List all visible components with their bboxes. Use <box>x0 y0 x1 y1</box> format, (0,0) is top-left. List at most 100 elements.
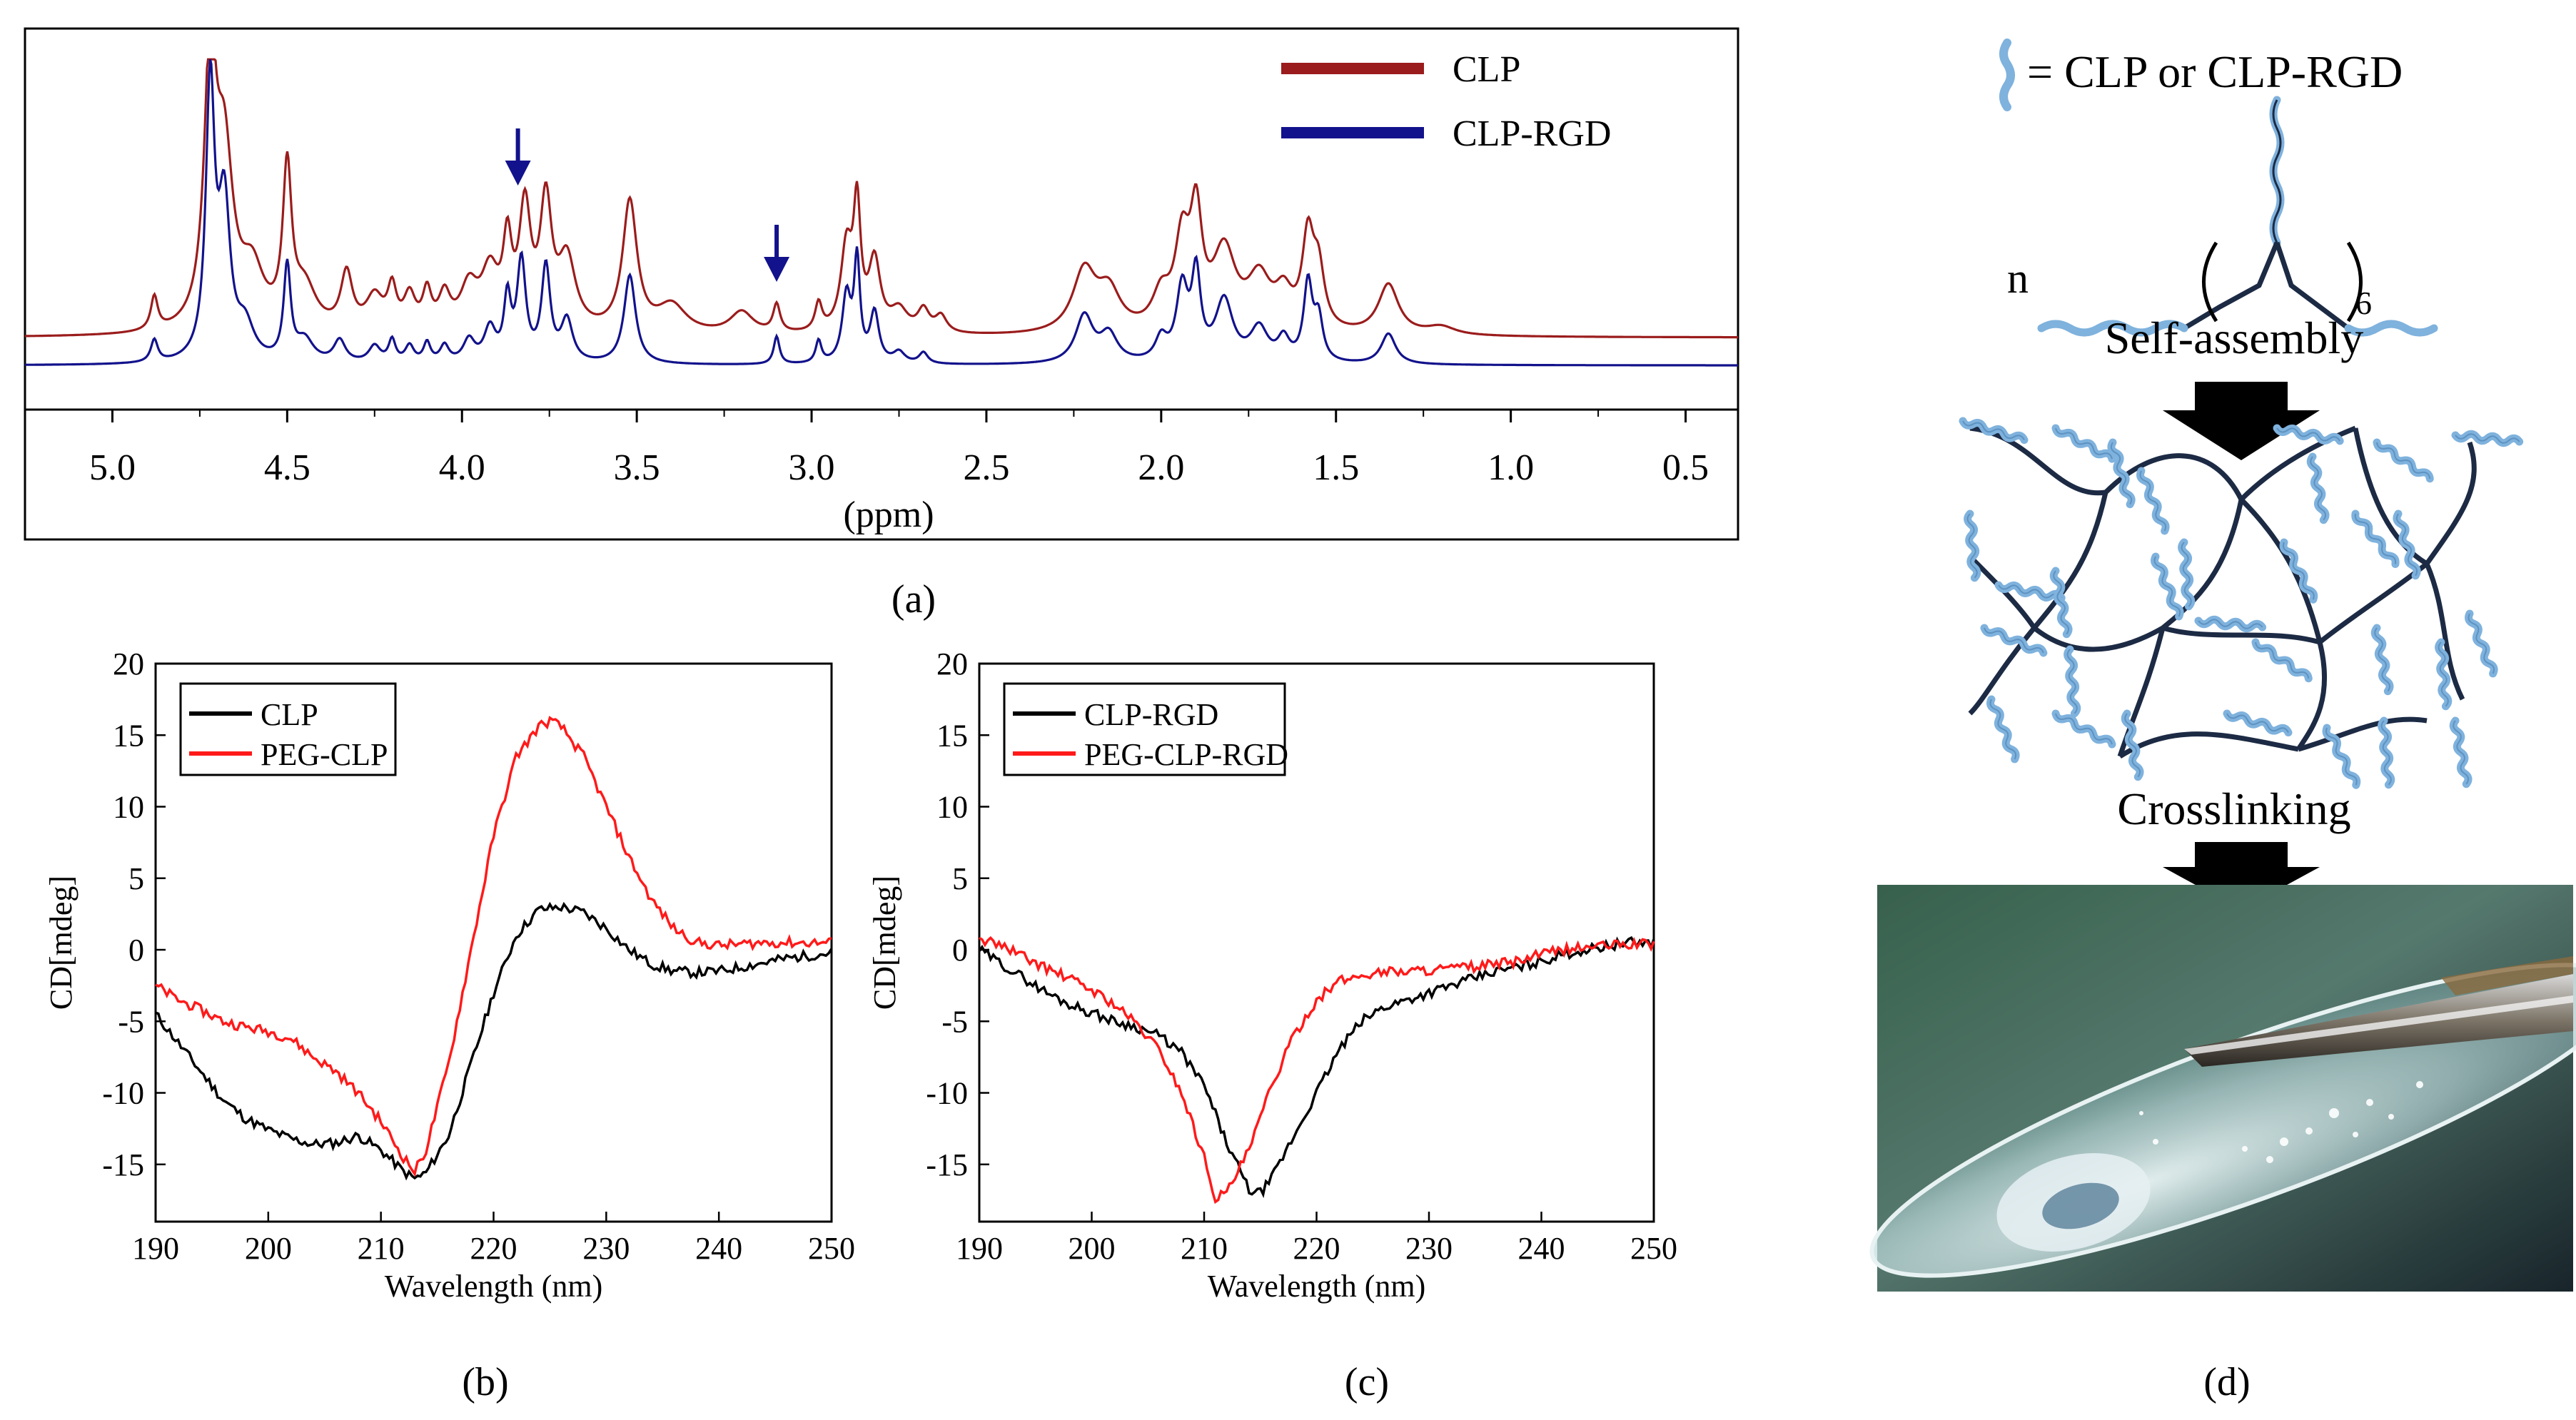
peptide-strand-core <box>1966 513 1978 579</box>
nmr-x-tick-label: 5.0 <box>89 447 136 488</box>
network-link <box>1969 425 2106 496</box>
peptide-strand-core <box>2395 513 2418 577</box>
peptide-strand-core <box>2066 649 2078 714</box>
peptide-strand-core <box>1984 627 2044 654</box>
nmr-x-tick-label: 3.5 <box>614 447 660 488</box>
nmr-legend-label-clp: CLP <box>1453 49 1520 90</box>
peptide-strand-core <box>1989 699 2017 760</box>
network-link <box>2117 627 2166 758</box>
network-link <box>2118 731 2299 759</box>
peptide-strand-core <box>2124 713 2141 778</box>
network-link <box>2296 641 2328 751</box>
panel-label-c: (c) <box>1345 1360 1389 1404</box>
peptide-strand-core <box>2283 542 2315 600</box>
nmr-x-tick-label: 2.0 <box>1138 447 1184 488</box>
cd-b-x-tick-label: 190 <box>132 1231 179 1266</box>
nmr-x-axis-label: (ppm) <box>843 495 934 535</box>
cd-c-x-tick-label: 230 <box>1405 1231 1453 1266</box>
nmr-x-tick-label: 4.0 <box>439 447 485 488</box>
down-arrow-icon <box>764 257 790 282</box>
network-link <box>2032 625 2164 652</box>
cd-b-legend-label: PEG-CLP <box>261 737 388 772</box>
cd-c-y-tick-label: 15 <box>936 718 968 753</box>
peptide-strand-core <box>2198 619 2263 629</box>
peptide-strand-core <box>1998 584 2063 599</box>
cd-c-y-tick-label: 10 <box>936 790 968 825</box>
peptide-strand-core <box>2374 627 2391 692</box>
nmr-x-tick-label: 1.0 <box>1487 447 1534 488</box>
cd-b-legend-label: CLP <box>261 697 318 732</box>
cd-b-axes: 190 200 210 220 230 240 250 -15 -10 -5 0 5 10 15 20 Wav… <box>44 646 855 1304</box>
network-link <box>2424 562 2465 701</box>
cd-c-x-tick-label: 210 <box>1181 1231 1228 1266</box>
peptide-strand-core <box>2110 442 2133 505</box>
cd-c-legend-label: CLP-RGD <box>1084 697 1218 732</box>
nmr-frame <box>24 27 1739 541</box>
peptide-strand-core <box>2153 556 2181 617</box>
cd-c-x-tick-label: 190 <box>956 1231 1003 1266</box>
cd-b-y-tick-label: 15 <box>113 718 144 753</box>
peptide-strand-core <box>2380 720 2392 786</box>
nmr-panel: 5.0 4.5 4.0 3.5 3.0 2.5 2.0 1.5 1.0 0.5 (ppm) CLP… <box>24 27 1739 622</box>
cd-c-series-clp-rgd <box>978 935 1655 1199</box>
peptide-strand-core <box>2455 433 2520 444</box>
peptide-strand-core <box>2438 641 2449 707</box>
network-link <box>2162 625 2320 645</box>
cd-c-y-axis-label: CD[mdeg] <box>867 876 902 1010</box>
nmr-x-tick-label: 3.0 <box>789 447 835 488</box>
cd-b-x-tick-label: 200 <box>245 1231 292 1266</box>
nmr-series-clp-rgd <box>25 59 1738 367</box>
panel-label-d: (d) <box>2203 1360 2250 1404</box>
nmr-legend: CLP CLP-RGD <box>1281 49 1611 154</box>
cd-b-x-axis-label: Wavelength (nm) <box>385 1269 603 1304</box>
cd-c-legend: CLP-RGD PEG-CLP-RGD <box>1003 682 1288 776</box>
cd-c-legend-label: PEG-CLP-RGD <box>1084 737 1288 772</box>
cd-c-x-axis-label: Wavelength (nm) <box>1208 1269 1426 1304</box>
peptide-strand-core <box>2354 513 2397 564</box>
cd-c-y-tick-label: 5 <box>952 861 968 896</box>
cd-b-x-tick-label: 210 <box>358 1231 405 1266</box>
cd-b-y-tick-label: 20 <box>113 646 144 681</box>
nmr-x-ticks: 5.0 4.5 4.0 3.5 3.0 2.5 2.0 1.5 1.0 0.5 <box>89 410 1709 488</box>
cd-b-x-tick-label: 230 <box>582 1231 630 1266</box>
cd-b-y-tick-label: -15 <box>102 1147 144 1182</box>
cd-c-axes: 190 200 210 220 230 240 250 -15 -10 -5 0 5 10 15 20 Wav… <box>867 646 1677 1304</box>
cd-c-y-tick-label: -15 <box>926 1147 968 1182</box>
cd-b-x-tick-label: 250 <box>808 1231 855 1266</box>
peptide-strand-core <box>2053 570 2070 635</box>
peptide-strand-core <box>2181 542 2192 607</box>
network-link <box>2032 492 2108 630</box>
arrow-icon <box>2163 842 2320 910</box>
crosslinking-label: Crosslinking <box>2117 783 2350 834</box>
cd-c-x-tick-label: 200 <box>1069 1231 1116 1266</box>
peptide-strand-core <box>2055 427 2113 460</box>
cd-b-series-peg-clp <box>155 716 832 1177</box>
peptide-strand-core <box>2255 641 2310 679</box>
peptide-strand-core <box>2310 456 2327 521</box>
panel-label-b: (b) <box>462 1360 508 1404</box>
peptide-strand-core <box>2276 427 2341 442</box>
hydrogel-network <box>1959 417 2524 789</box>
panel-label-a: (a) <box>892 577 936 622</box>
peptide-strand-core <box>2453 720 2470 785</box>
cd-b-y-tick-label: -5 <box>118 1004 144 1039</box>
cd-panel-b: 190 200 210 220 230 240 250 -15 -10 -5 0 5 10 15 20 Wav… <box>44 646 855 1404</box>
peptide-strand-core <box>1962 420 2025 441</box>
nmr-spectra <box>24 58 1738 367</box>
cd-b-y-tick-label: 5 <box>128 861 144 896</box>
cd-b-legend: CLP PEG-CLP <box>179 682 397 776</box>
cd-b-y-tick-label: 0 <box>128 933 144 968</box>
nmr-arrows <box>505 128 790 282</box>
cd-b-x-tick-label: 240 <box>695 1231 742 1266</box>
schematic-panel: = CLP or CLP-RGD n 6 Self-assembly Cross… <box>1869 39 2576 1404</box>
nmr-x-tick-label: 2.5 <box>963 447 1009 488</box>
cd-c-y-tick-label: -5 <box>941 1004 968 1039</box>
self-assembly-label: Self-assembly <box>2105 313 2364 363</box>
star-polymer: n 6 <box>2007 96 2438 337</box>
cd-c-y-tick-label: -10 <box>926 1076 968 1111</box>
cd-c-series-peg-clp-rgd <box>979 935 1655 1205</box>
hydrogel-photo <box>1869 885 2576 1292</box>
cd-c-legend-box <box>1003 682 1286 776</box>
cd-b-series <box>155 716 833 1181</box>
